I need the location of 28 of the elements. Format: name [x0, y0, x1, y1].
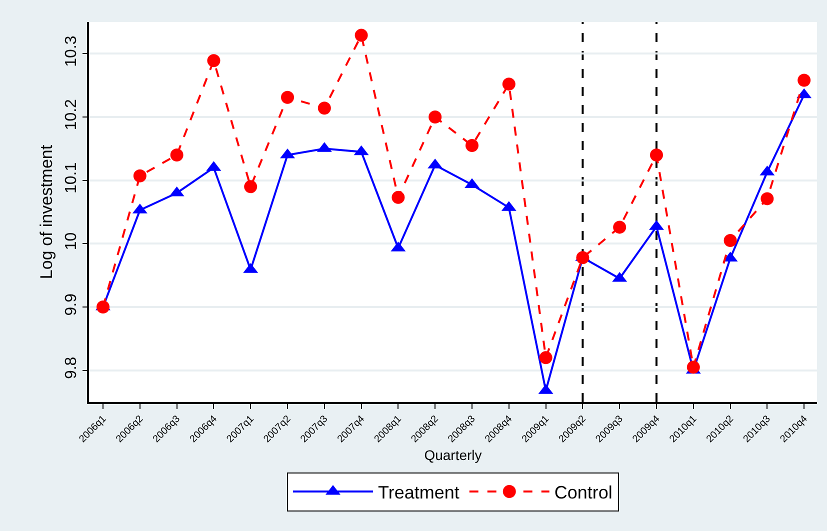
point [318, 102, 331, 115]
point [281, 90, 294, 104]
point [133, 169, 146, 182]
point [392, 190, 405, 204]
point [724, 234, 737, 247]
point [613, 220, 626, 234]
y-tick-label: 10 [62, 232, 80, 250]
point [466, 139, 478, 152]
point [502, 78, 516, 91]
y-tick-label: 9.8 [62, 356, 80, 380]
y-axis-title: Log of investment [36, 144, 56, 280]
y-tick-label: 9.9 [62, 293, 80, 316]
y-tick-label: 10.1 [62, 162, 80, 194]
point [576, 251, 590, 264]
point [207, 54, 220, 68]
legend-label: Control [554, 482, 612, 503]
x-axis-title: Quarterly [424, 446, 482, 463]
point [428, 110, 442, 124]
y-tick-label: 10.2 [62, 98, 80, 130]
point [170, 148, 184, 162]
point [244, 180, 258, 194]
point [354, 28, 368, 42]
legend-label: Treatment [378, 482, 460, 503]
point [760, 192, 774, 206]
point [798, 74, 811, 87]
point [96, 300, 110, 314]
y-tick-label: 10.3 [62, 36, 80, 67]
point [650, 148, 663, 162]
